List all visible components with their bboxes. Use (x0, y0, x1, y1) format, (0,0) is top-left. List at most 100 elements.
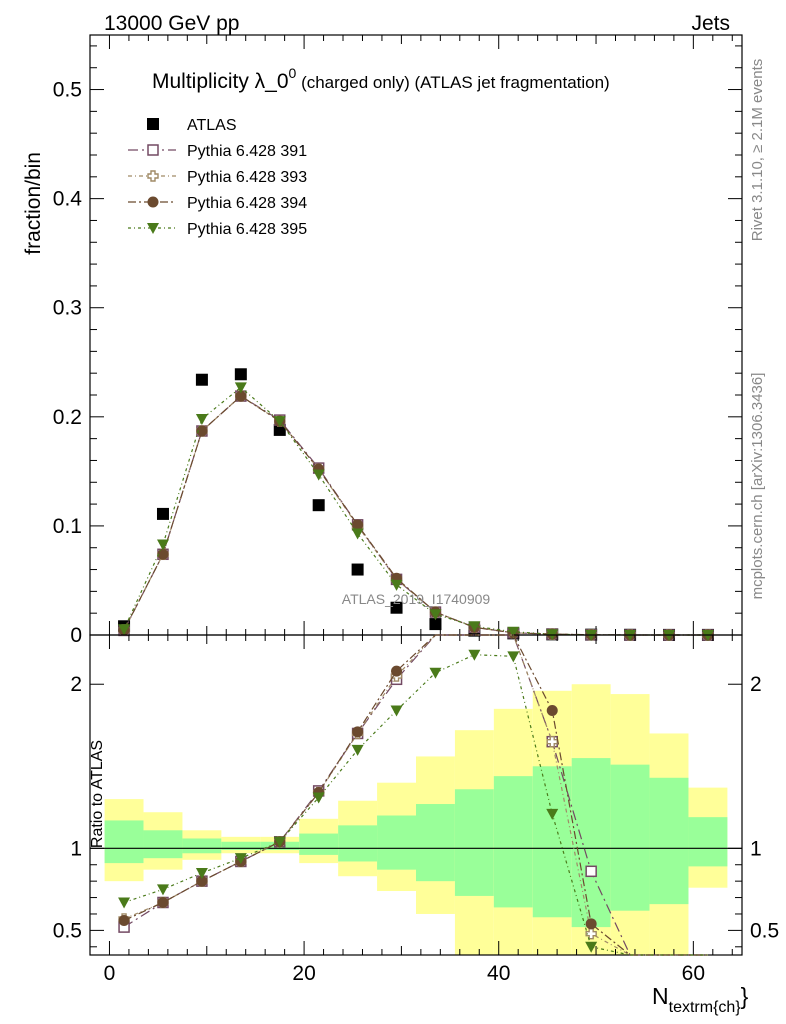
main-data-point (195, 373, 208, 386)
main-data-point (196, 425, 208, 437)
legend: ATLAS Pythia 6.428 391 Pythia 6.428 393 … (128, 117, 307, 238)
green-band-bin (416, 804, 455, 882)
ratio-y-tick-label: 2 (70, 673, 82, 696)
main-data-point (157, 548, 169, 560)
main-data-point (156, 507, 169, 520)
green-band-bin (649, 777, 689, 905)
rivet-version-label: Rivet 3.1.10, ≥ 2.1M events (749, 59, 766, 242)
legend-label-394: Pythia 6.428 394 (187, 195, 307, 212)
x-tick-label: 20 (292, 962, 315, 985)
ratio-series-line (123, 634, 708, 956)
ratio-y-tick-label: 0.5 (53, 919, 82, 942)
legend-label-395: Pythia 6.428 395 (187, 221, 307, 238)
ratio-ylabel: Ratio to ATLAS (89, 740, 106, 848)
plot-title: Multiplicity λ_00 (charged only) (ATLAS … (152, 65, 610, 93)
ratio-data-point (546, 735, 558, 748)
ratio-y-tick-label: 1 (70, 837, 82, 860)
legend-marker-atlas (147, 118, 159, 130)
legend-marker-symbol (147, 170, 159, 182)
header-right: Jets (691, 12, 730, 35)
ratio-data-point (390, 705, 403, 717)
mcplots-label: mcplots.cern.ch [arXiv:1306.3436] (749, 373, 766, 600)
main-data-point (235, 390, 247, 402)
ratio-data-point (429, 667, 442, 679)
ratio-data-point (118, 915, 130, 927)
main-data-point (390, 579, 403, 591)
main-data-point (351, 563, 364, 576)
legend-marker-symbol (147, 223, 159, 234)
green-band-bin (493, 776, 533, 908)
analysis-watermark: ATLAS_2019_I1740909 (342, 591, 491, 607)
main-data-point (234, 382, 247, 394)
ratio-data-point (352, 726, 364, 738)
x-axis-label: Ntextrm{ch}} (652, 983, 749, 1016)
green-band-bin (221, 841, 261, 850)
legend-marker-395 (128, 223, 176, 234)
main-y-tick-label: 0.3 (53, 297, 82, 320)
green-band-bin (338, 825, 378, 862)
ratio-data-point (195, 867, 208, 879)
ratio-data-point (585, 941, 598, 953)
main-y-tick-label: 0.1 (53, 515, 82, 538)
main-series-4 (118, 382, 714, 641)
main-data-point (351, 528, 364, 540)
main-y-tick-label: 0.2 (53, 406, 82, 429)
main-data-point (312, 469, 325, 481)
ratio-panel: 0 20 40 60 0.5 0.5 1 1 2 2 (53, 634, 779, 985)
legend-marker-394 (128, 196, 176, 208)
legend-marker-393 (128, 170, 176, 182)
green-band-bin (610, 764, 650, 911)
main-y-tick-label: 0 (70, 624, 82, 647)
ratio-series-line (123, 634, 708, 956)
legend-marker-symbol (147, 196, 159, 208)
ratio-series-4 (118, 649, 708, 956)
header-left: 13000 GeV pp (104, 12, 239, 35)
green-band-bin (143, 830, 183, 859)
green-band-bin (532, 766, 572, 918)
main-series-line (123, 386, 708, 636)
ratio-data-point (546, 704, 558, 716)
ratio-data-point (312, 792, 325, 804)
main-data-point (507, 626, 520, 638)
legend-label-393: Pythia 6.428 393 (187, 169, 307, 186)
ratio-frame (89, 634, 743, 956)
ratio-data-point (468, 649, 481, 661)
ratio-data-point (156, 884, 169, 896)
ratio-data-point (273, 836, 286, 848)
ratio-y-tick-label-right: 0.5 (750, 919, 779, 942)
green-band-bin (688, 817, 728, 867)
ratio-data-point (234, 853, 247, 865)
ratio-data-point (585, 918, 597, 930)
main-data-point (273, 423, 286, 436)
main-ylabel: fraction/bin (22, 152, 45, 255)
x-tick-label: 40 (487, 962, 510, 985)
main-data-point (195, 414, 208, 425)
main-data-point (234, 368, 247, 381)
main-y-tick-label: 0.4 (53, 188, 83, 211)
legend-label-atlas: ATLAS (187, 117, 237, 134)
green-band-bin (299, 833, 339, 855)
main-data-point (390, 601, 403, 614)
ratio-data-point (391, 665, 403, 677)
legend-label-391: Pythia 6.428 391 (187, 143, 307, 160)
ratio-data-point (351, 744, 364, 756)
main-data-point (273, 416, 286, 428)
green-band-bin (454, 789, 494, 896)
ratio-y-tick-label-right: 1 (750, 837, 762, 860)
main-data-point (429, 609, 442, 621)
x-tick-label: 0 (104, 962, 116, 985)
main-data-point (352, 519, 364, 531)
ratio-data-point (157, 896, 169, 908)
ratio-series-line (123, 654, 708, 956)
ratio-data-point (507, 651, 520, 663)
green-band-bin (104, 820, 144, 864)
ratio-data-point (196, 875, 208, 887)
ratio-data-point (546, 808, 559, 820)
main-data-point (312, 499, 325, 512)
ratio-data-point (585, 927, 597, 940)
legend-marker-391 (128, 144, 176, 156)
ratio-y-tick-label-right: 2 (750, 673, 762, 696)
legend-marker-symbol (147, 118, 159, 130)
main-data-point (429, 618, 442, 631)
